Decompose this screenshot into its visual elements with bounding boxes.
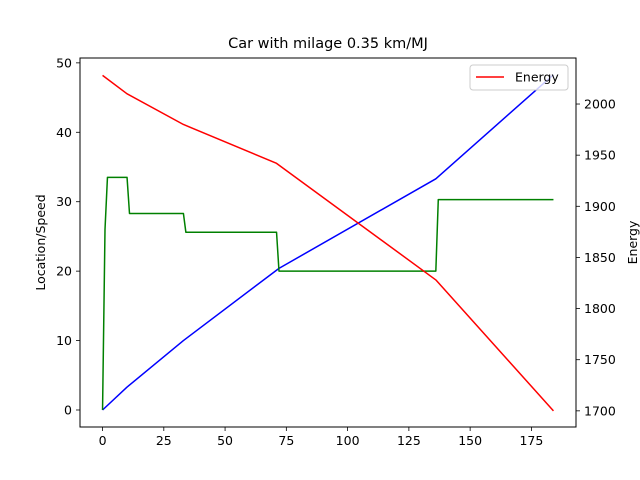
legend-energy-label: Energy [515, 70, 559, 85]
y-axis-label: Location/Speed [33, 194, 48, 290]
y-tick-label: 40 [56, 125, 72, 140]
y2-axis-label: Energy [625, 220, 640, 264]
y-tick-label: 0 [64, 402, 72, 417]
y2-tick-label: 1900 [584, 199, 616, 214]
series-energy-line [102, 74, 555, 412]
x-tick-label: 175 [519, 433, 543, 448]
y-tick-label: 20 [56, 264, 72, 279]
x-axis: 0 25 50 75 100 125 150 175 [99, 427, 543, 448]
series-location-line [102, 74, 554, 411]
x-tick-label: 100 [336, 433, 360, 448]
y2-tick-label: 1850 [584, 250, 616, 265]
y2-tick-label: 1700 [584, 403, 616, 418]
x-tick-label: 25 [156, 433, 172, 448]
x-tick-label: 150 [458, 433, 482, 448]
chart-title: Car with milage 0.35 km/MJ [228, 36, 428, 52]
plot-frame [79, 57, 577, 428]
y-tick-label: 50 [56, 55, 72, 70]
y-tick-label: 10 [56, 333, 72, 348]
y2-tick-label: 1950 [584, 148, 616, 163]
y-tick-label: 30 [56, 194, 72, 209]
x-tick-label: 75 [278, 433, 294, 448]
series-speed-line [101, 176, 554, 411]
y2-tick-label: 1800 [584, 301, 616, 316]
x-tick-label: 125 [397, 433, 421, 448]
x-tick-label: 0 [99, 433, 107, 448]
x-tick-label: 50 [217, 433, 233, 448]
legend-box [469, 64, 569, 91]
legend: Energy [469, 64, 569, 91]
y-axis-left: 0 10 20 30 40 50 [56, 55, 80, 417]
y-axis-right: 1700 1750 1800 1850 1900 1950 2000 [576, 97, 616, 418]
y2-tick-label: 2000 [584, 97, 616, 112]
plot-lines [101, 74, 555, 412]
y2-tick-label: 1750 [584, 352, 616, 367]
